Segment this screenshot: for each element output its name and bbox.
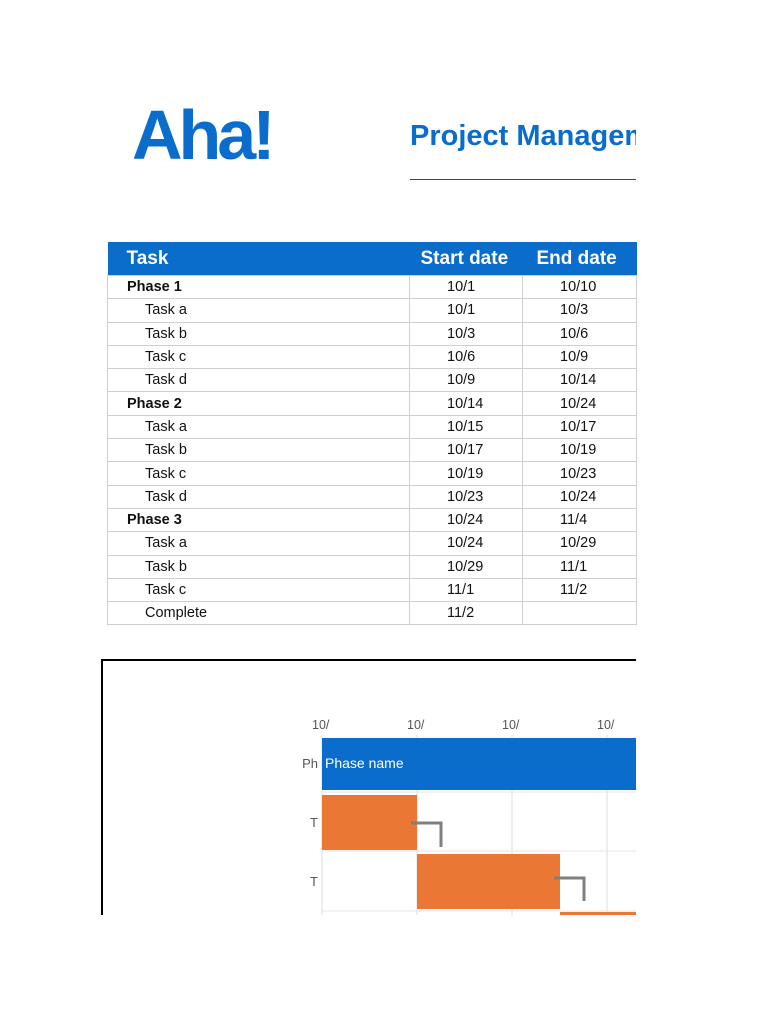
title-underline <box>410 179 636 180</box>
task-row: Task c 11/1 11/2 <box>107 577 637 603</box>
task-name-cell: Complete <box>107 601 410 626</box>
task-name-cell: Task d <box>107 368 410 393</box>
start-date-cell: 10/14 <box>409 391 523 416</box>
task-row: Task b 10/3 10/6 <box>107 321 637 346</box>
gantt-dependency-connector <box>411 821 443 847</box>
task-name-cell: Phase 3 <box>107 507 410 533</box>
start-date-cell: 11/1 <box>409 577 523 603</box>
end-date-cell: 10/19 <box>522 438 637 463</box>
task-row: Task b 10/29 11/1 <box>107 554 637 579</box>
start-date-cell: 10/24 <box>409 507 523 533</box>
end-date-cell: 10/14 <box>522 368 637 393</box>
gantt-task-bar <box>322 795 417 850</box>
phase-row: Phase 3 10/24 11/4 <box>107 507 637 533</box>
gantt-dependency-connector <box>554 876 586 901</box>
gantt-phase-bar <box>322 738 636 790</box>
task-row: Task a 10/1 10/3 <box>107 298 637 323</box>
end-date-cell: 10/6 <box>522 321 637 346</box>
start-date-cell: 10/6 <box>409 344 523 370</box>
end-date-cell: 10/24 <box>522 484 637 509</box>
end-date-cell: 11/1 <box>522 554 637 579</box>
schedule-table: Task Start date End date Phase 1 10/1 10/1… <box>107 242 637 626</box>
column-header-end-date: End date <box>522 242 637 276</box>
gantt-axis-tick-label: 10/ <box>502 718 520 732</box>
end-date-cell: 10/17 <box>522 414 637 440</box>
start-date-cell: 10/24 <box>409 531 523 556</box>
start-date-cell: 10/19 <box>409 461 523 486</box>
gantt-axis-tick-label: 10/ <box>407 718 425 732</box>
start-date-cell: 10/15 <box>409 414 523 440</box>
table-header-row: Task Start date End date <box>107 242 637 276</box>
column-header-start-date: Start date <box>409 242 523 276</box>
start-date-cell: 10/1 <box>409 298 523 323</box>
task-row: Task d 10/23 10/24 <box>107 484 637 509</box>
gantt-phase-bar-label: Phase name <box>325 755 404 771</box>
start-date-cell: 10/29 <box>409 554 523 579</box>
start-date-cell: 10/17 <box>409 438 523 463</box>
task-name-cell: Task b <box>107 438 410 463</box>
end-date-cell: 11/2 <box>522 577 637 603</box>
gantt-row-label: T <box>310 815 318 830</box>
column-header-task: Task <box>107 242 410 276</box>
table-body: Phase 1 10/1 10/10 Task a 10/1 10/3 Task b 10/3… <box>107 274 637 626</box>
gantt-chart: 10/10/10/10/Ph T T Phase name <box>101 659 636 915</box>
end-date-cell: 10/24 <box>522 391 637 416</box>
gantt-task-bar <box>417 854 560 909</box>
end-date-cell: 10/23 <box>522 461 637 486</box>
task-name-cell: Task a <box>107 531 410 556</box>
end-date-cell: 10/10 <box>522 274 637 300</box>
task-row: Task c 10/19 10/23 <box>107 461 637 486</box>
start-date-cell: 10/1 <box>409 274 523 300</box>
start-date-cell: 10/9 <box>409 368 523 393</box>
task-name-cell: Task b <box>107 321 410 346</box>
task-row: Task b 10/17 10/19 <box>107 438 637 463</box>
task-name-cell: Phase 1 <box>107 274 410 300</box>
task-name-cell: Task a <box>107 414 410 440</box>
gantt-axis-tick-label: 10/ <box>597 718 615 732</box>
task-name-cell: Task c <box>107 577 410 603</box>
end-date-cell: 11/4 <box>522 507 637 533</box>
task-name-cell: Task c <box>107 461 410 486</box>
start-date-cell: 10/23 <box>409 484 523 509</box>
gantt-row-label: Ph <box>302 756 318 771</box>
gantt-row-label: T <box>310 874 318 889</box>
aha-logo: Aha! <box>132 96 276 174</box>
end-date-cell: 10/3 <box>522 298 637 323</box>
end-date-cell: 10/9 <box>522 344 637 370</box>
end-date-cell: 10/29 <box>522 531 637 556</box>
task-row: Task a 10/15 10/17 <box>107 414 637 440</box>
page-title: Project Management Template <box>410 120 636 152</box>
task-row: Task d 10/9 10/14 <box>107 368 637 393</box>
task-name-cell: Task d <box>107 484 410 509</box>
task-row: Task a 10/24 10/29 <box>107 531 637 556</box>
gantt-task-bar <box>560 912 636 915</box>
task-name-cell: Phase 2 <box>107 391 410 416</box>
gantt-axis-tick-label: 10/ <box>312 718 330 732</box>
phase-row: Phase 1 10/1 10/10 <box>107 274 637 300</box>
end-date-cell <box>522 601 637 626</box>
gantt-svg: 10/10/10/10/Ph T T Phase name <box>302 718 636 915</box>
task-name-cell: Task c <box>107 344 410 370</box>
task-name-cell: Task a <box>107 298 410 323</box>
phase-row: Phase 2 10/14 10/24 <box>107 391 637 416</box>
task-name-cell: Task b <box>107 554 410 579</box>
title-clip: Project Management Template <box>410 118 636 158</box>
start-date-cell: 11/2 <box>409 601 523 626</box>
task-row: Task c 10/6 10/9 <box>107 344 637 370</box>
task-row: Complete 11/2 <box>107 601 637 626</box>
start-date-cell: 10/3 <box>409 321 523 346</box>
